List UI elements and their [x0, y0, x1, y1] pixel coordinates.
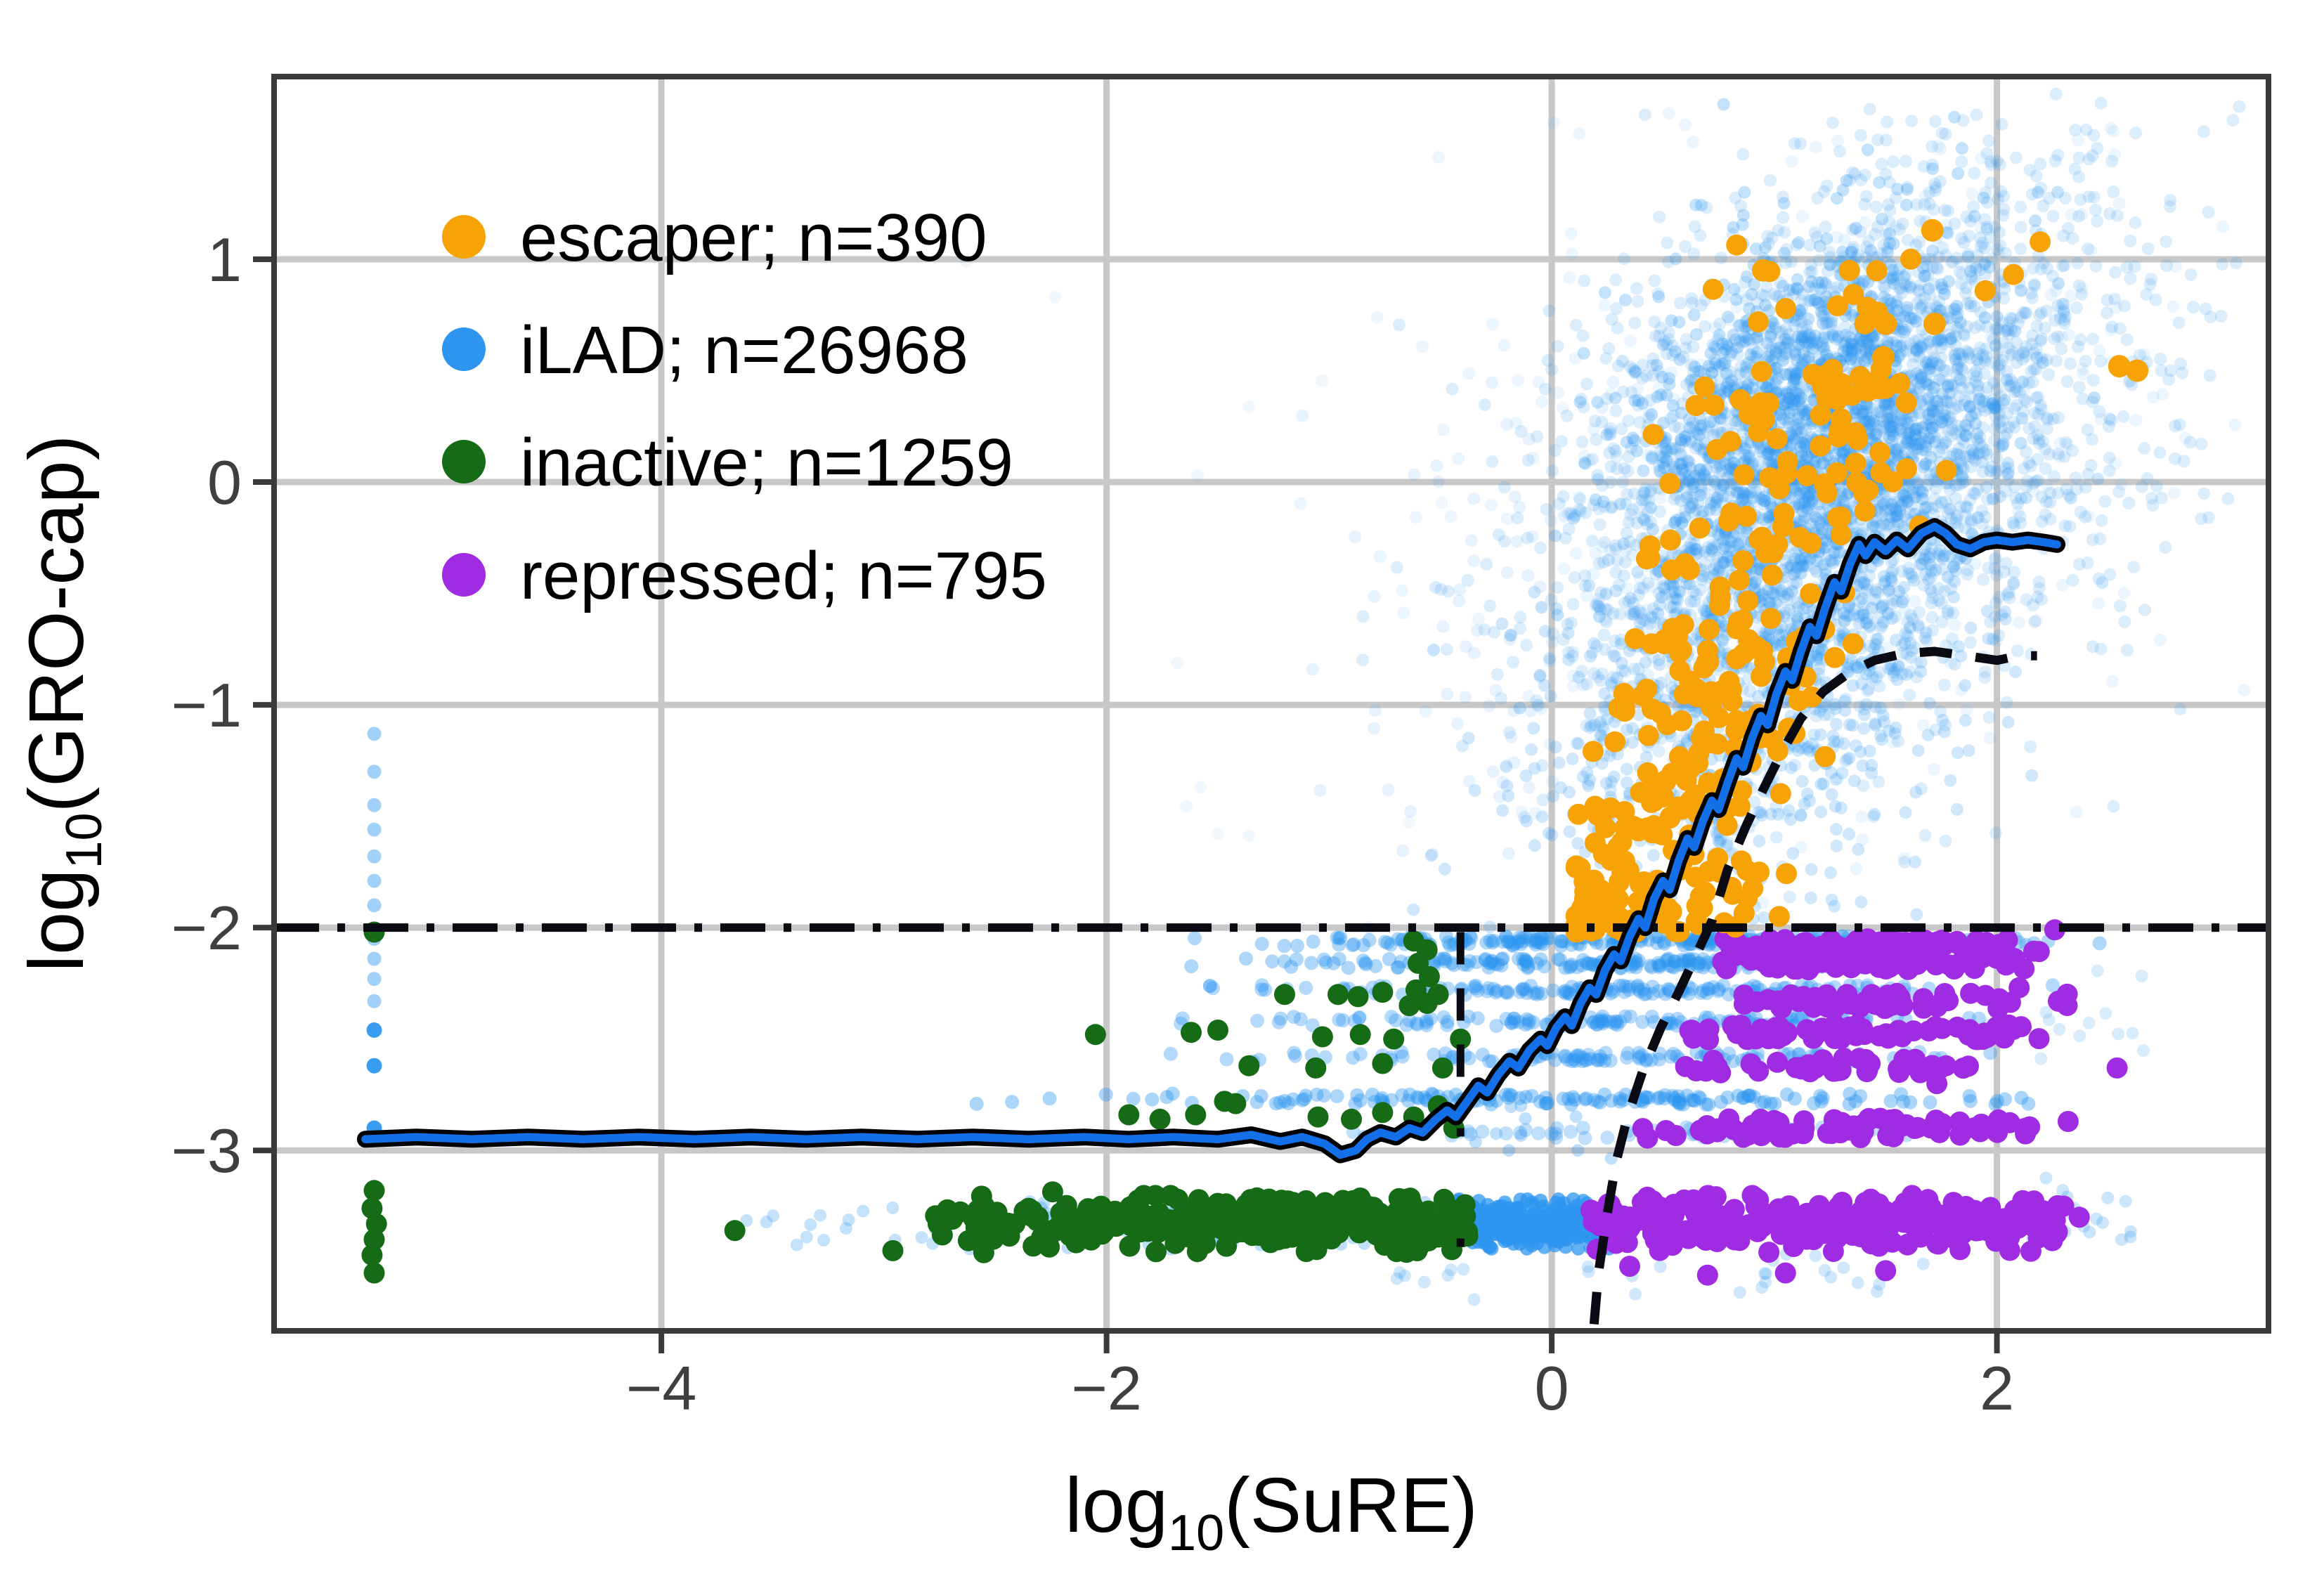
point-cluster	[1619, 919, 2128, 1286]
point-cluster	[1084, 930, 1453, 1130]
x-tick-label: −2	[1071, 1353, 1141, 1423]
series-repressed-points	[1580, 919, 2128, 1286]
legend-item-repressed: repressed; n=795	[442, 538, 1047, 613]
legend-dot-escaper	[442, 215, 486, 259]
gridlines	[274, 77, 2268, 1331]
legend-item-ilad: iLAD; n=26968	[442, 313, 968, 388]
series-inactive-points	[361, 921, 1479, 1284]
legend-label-repressed: repressed; n=795	[520, 538, 1047, 613]
threshold-lines	[274, 646, 2268, 1325]
point-cluster	[959, 255, 1448, 842]
point-cluster	[1580, 1185, 2068, 1263]
x-axis-title: log10(SuRE)	[1065, 1462, 1478, 1561]
x-tick-label: 0	[1535, 1353, 1569, 1423]
y-tick-label: −1	[171, 670, 242, 740]
x-tick-label: 2	[1980, 1353, 2014, 1423]
point-cluster	[366, 1022, 382, 1136]
y-tick-label: −3	[171, 1116, 242, 1185]
legend-label-inactive: inactive; n=1259	[520, 425, 1013, 500]
legend-item-escaper: escaper; n=390	[442, 200, 987, 275]
trend-line	[356, 518, 2066, 1164]
y-tick-label: 1	[207, 225, 242, 294]
point-cluster	[1712, 928, 2050, 981]
point-cluster	[1675, 1048, 1979, 1084]
point-cluster	[1469, 1099, 1618, 1165]
legend-dot-ilad	[442, 327, 486, 371]
series-escaper-points	[1565, 219, 2149, 943]
y-tick-label: 0	[207, 448, 242, 517]
legend-item-inactive: inactive; n=1259	[442, 425, 1013, 500]
x-axis: −4 −2 0 2	[626, 1331, 2014, 1423]
legend-label-ilad: iLAD; n=26968	[520, 313, 968, 388]
legend-dot-repressed	[442, 553, 486, 597]
y-axis-title: log10(GRO-cap)	[13, 435, 112, 972]
point-cluster	[1752, 219, 2149, 382]
x-tick-label: −4	[626, 1353, 696, 1423]
legend: escaper; n=390 iLAD; n=26968 inactive; n…	[442, 200, 1047, 613]
y-tick-label: −2	[171, 893, 242, 963]
y-axis: 1 0 −1 −2 −3	[171, 225, 274, 1185]
point-cluster	[1056, 1185, 1479, 1263]
point-cluster	[1565, 231, 2051, 943]
point-cluster	[1733, 982, 2078, 1020]
point-cluster	[1632, 1107, 2041, 1149]
legend-label-escaper: escaper; n=390	[520, 200, 987, 275]
legend-dot-inactive	[442, 440, 486, 483]
point-cluster	[1679, 1014, 2050, 1050]
